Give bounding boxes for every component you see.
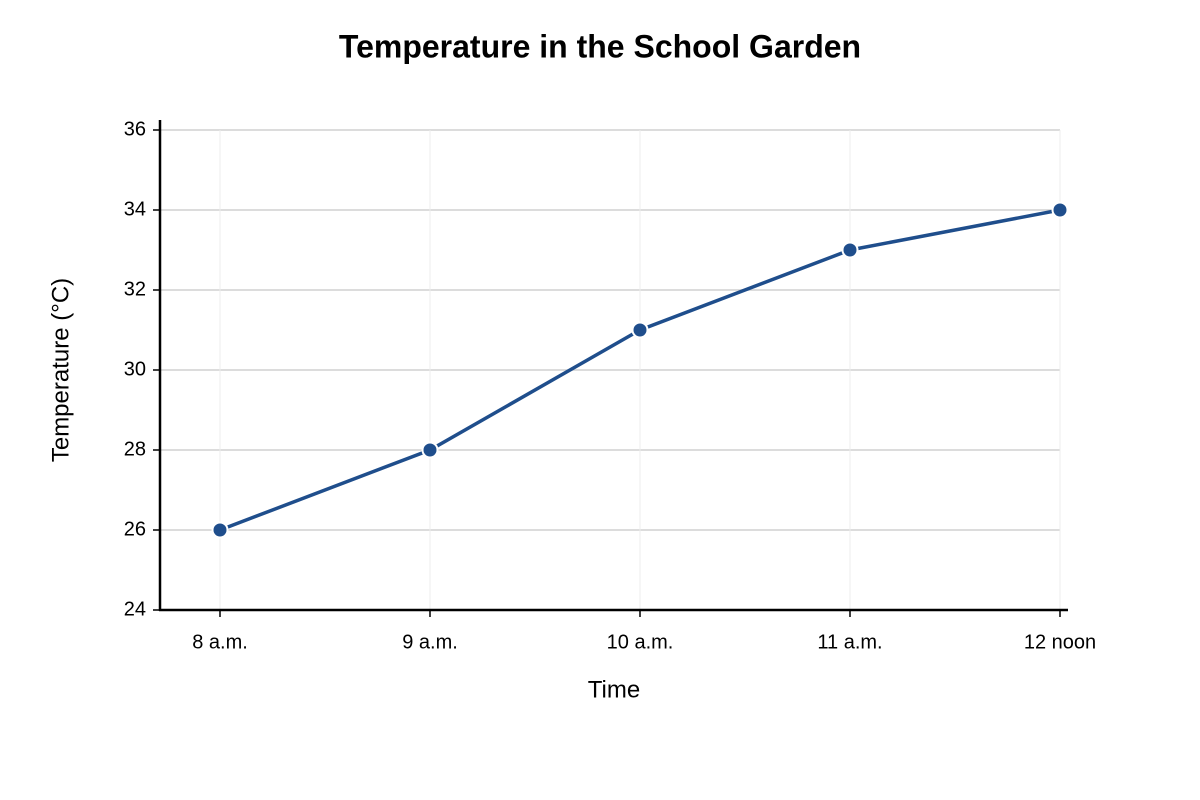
x-tick-label: 12 noon — [1024, 631, 1096, 653]
y-tick-label: 34 — [124, 198, 146, 220]
y-tick-label: 26 — [124, 518, 146, 540]
point — [211, 521, 229, 539]
y-tick-label: 28 — [124, 438, 146, 460]
x-tick-label: 11 a.m. — [817, 631, 882, 653]
chart-title: Temperature in the School Garden — [339, 28, 861, 64]
point — [421, 441, 439, 459]
y-tick-label: 24 — [124, 598, 146, 620]
point — [841, 241, 859, 259]
x-axis-title: Time — [588, 676, 640, 703]
point — [631, 321, 649, 339]
y-axis-title: Temperature (°C) — [47, 278, 74, 462]
y-tick-label: 32 — [124, 278, 146, 300]
x-tick-label: 8 a.m. — [192, 631, 248, 653]
y-tick-label: 30 — [124, 358, 146, 380]
x-tick-label: 10 a.m. — [607, 631, 674, 653]
y-tick-label: 36 — [124, 118, 146, 140]
x-tick-label: 9 a.m. — [402, 631, 458, 653]
point — [1051, 201, 1069, 219]
